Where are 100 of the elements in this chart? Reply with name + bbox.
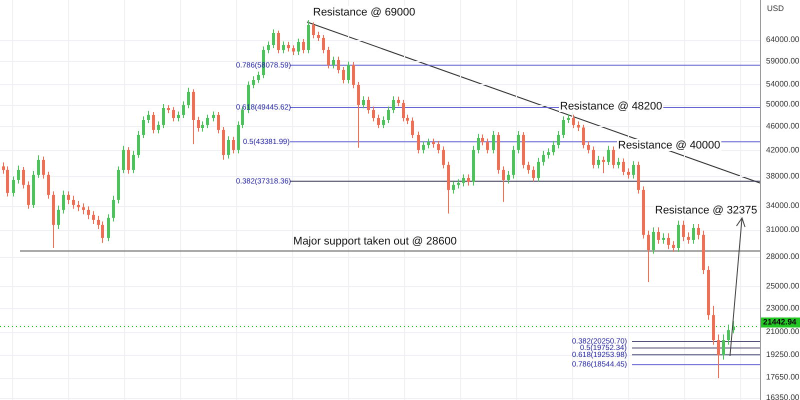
candlestick [97,215,100,230]
candlestick [612,146,615,169]
y-axis-title: USD [767,4,784,14]
candlestick [152,111,155,134]
candlestick [227,136,230,159]
candlestick [347,61,350,84]
y-tick-label: 23000.00 [766,303,800,312]
candlestick [312,22,315,39]
candlestick [547,148,550,159]
y-tick-label: 25000.00 [766,281,800,290]
candlestick [692,224,695,244]
candlestick [112,195,115,222]
candlestick [267,40,270,54]
candlestick [647,230,650,282]
y-tick-label: 16350.00 [766,392,800,400]
ref-line-label: Major support taken out @ 28600 [293,236,457,248]
candlestick [382,116,385,129]
candlestick [157,120,160,134]
candlestick [592,146,595,169]
candlestick [437,140,440,154]
y-tick-label: 31000.00 [766,225,800,234]
candlestick [2,162,5,174]
candlestick [232,136,235,154]
candlestick [457,178,460,189]
candlestick [292,44,295,56]
candlestick [402,99,405,122]
candlestick [552,140,555,156]
candlestick [137,130,140,158]
candlestick [177,110,180,122]
candlestick [322,34,325,54]
candlestick [272,28,275,49]
candlestick [197,116,200,132]
candlestick [337,56,340,74]
candlestick [422,141,425,154]
candlestick [127,146,130,174]
candlestick [377,114,380,129]
candlestick [147,110,150,124]
candlestick [252,76,255,89]
candlestick [427,138,430,149]
y-tick-label: 38000.00 [766,172,800,181]
candlestick [357,81,360,148]
annotation: Resistance @ 69000 [313,6,416,19]
candlestick [572,114,575,129]
candlestick [597,155,600,169]
candlestick [492,130,495,154]
candlestick [662,232,665,244]
candlestick [287,41,290,52]
candlestick [687,232,690,244]
candlestick [332,56,335,69]
candlestick [182,100,185,118]
candlestick [317,31,320,42]
candlestick [607,145,610,166]
annotation: Resistance @ 32375 [655,204,758,217]
y-tick-label: 21000.00 [766,327,800,336]
candlestick [477,133,480,154]
candlestick [42,156,45,180]
candlestick [122,145,125,174]
candlestick [562,116,565,139]
candlestick [486,138,489,154]
candlestick [342,66,345,84]
candlestick [352,62,355,89]
candlestick [142,116,145,139]
candlestick [132,150,135,174]
candlestick [582,124,585,149]
candlestick [677,220,680,252]
candlestick [417,131,420,154]
annotation: Resistance @ 40000 [618,140,720,152]
candlestick [577,120,580,132]
candlestick [537,157,540,182]
candlestick [162,104,165,129]
candlestick [587,141,590,154]
candlestick [57,205,60,230]
candlestick [602,156,605,174]
candlestick [47,171,50,200]
candlestick [392,96,395,114]
candlestick [82,202,85,215]
candlestick [187,87,190,109]
candlestick [632,160,635,180]
candlestick [467,174,470,186]
candlestick [517,130,520,154]
candlestick [37,154,40,178]
candlestick [17,165,20,184]
candlestick [527,161,530,174]
candlestick [622,158,625,176]
y-tick-label: 42000.00 [766,145,800,154]
y-tick-label: 28000.00 [766,252,800,261]
candlestick [722,334,725,360]
y-tick-label: 34000.00 [766,200,800,210]
candlestick [72,195,75,210]
candlestick [327,46,330,69]
candlestick [277,30,280,54]
candlestick [627,168,630,180]
candlestick [87,206,90,220]
candlestick [502,166,505,202]
candlestick [542,150,545,166]
candlestick [27,180,30,210]
candlestick [697,224,700,240]
candlestick [212,110,215,122]
candlestick [462,174,465,187]
candlestick [217,111,220,134]
